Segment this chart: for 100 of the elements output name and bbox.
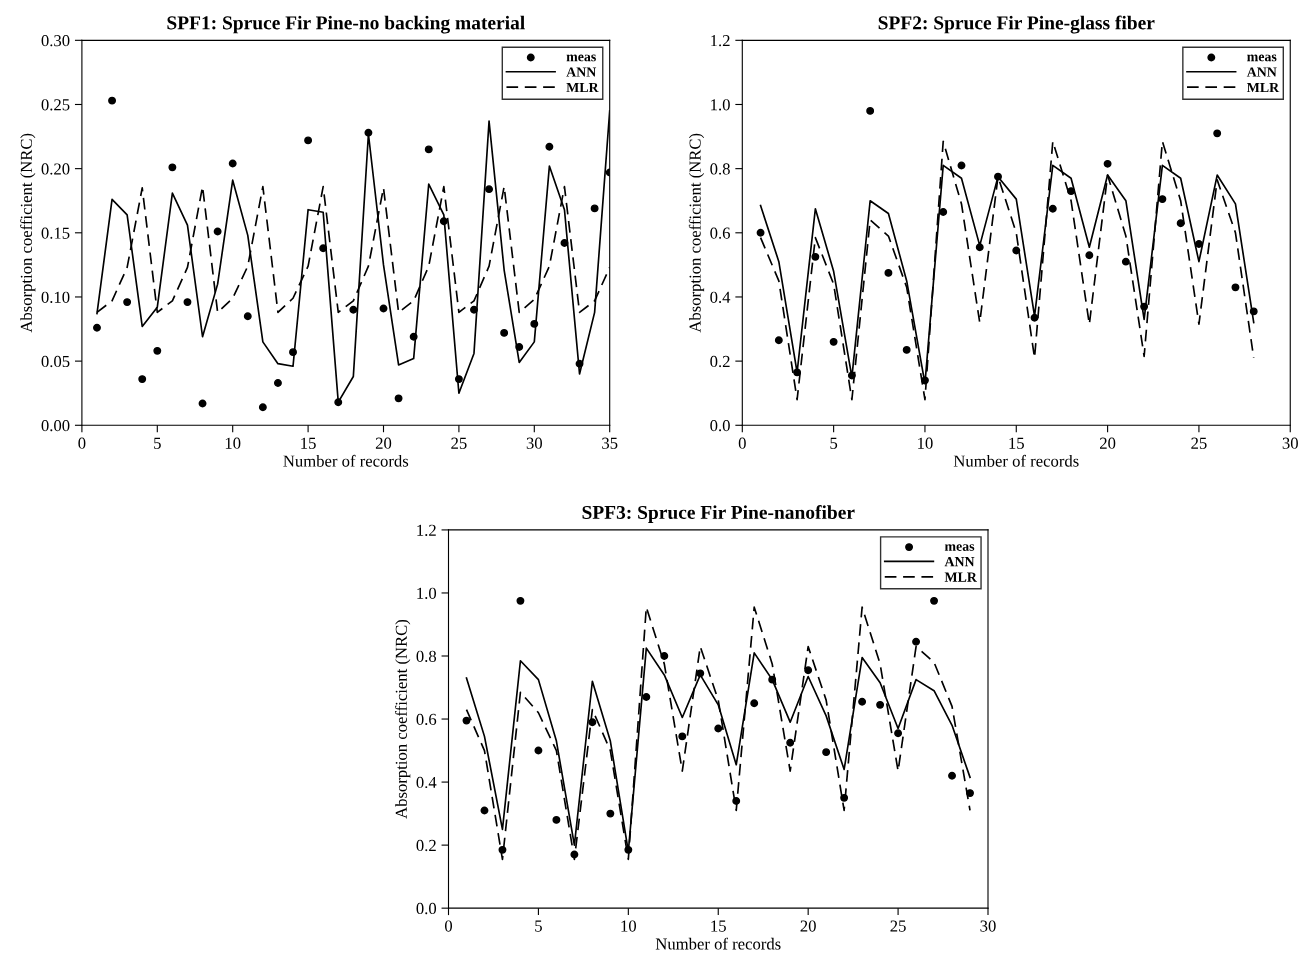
point <box>364 128 373 137</box>
x-tick-label: 5 <box>154 437 161 449</box>
point <box>394 394 403 403</box>
x-tick-label: 30 <box>980 920 996 932</box>
y-tick-label: 0.00 <box>41 419 70 432</box>
point <box>894 729 903 738</box>
y-tick-label: 0.4 <box>710 291 731 303</box>
point <box>822 748 831 757</box>
point <box>534 746 543 755</box>
x-tick-label: 10 <box>621 920 637 932</box>
y-tick-label: 1.2 <box>417 524 436 536</box>
x-tick-label: 0 <box>78 437 86 449</box>
y-tick-label: 0.30 <box>41 35 70 47</box>
point <box>920 376 929 385</box>
point <box>1249 307 1258 316</box>
chart-title: SPF2: Spruce Fir Pine-glass fiber <box>878 15 1155 34</box>
point <box>876 700 885 709</box>
point <box>811 252 820 261</box>
point <box>258 403 267 412</box>
point <box>454 375 463 384</box>
y-tick-label: 0.2 <box>416 839 436 852</box>
point <box>470 305 478 314</box>
legend-label: MLR <box>566 82 599 93</box>
y-tick-label: 0.0 <box>416 902 437 915</box>
legend-label: ANN <box>566 67 597 77</box>
point <box>902 345 911 354</box>
legend-label: meas <box>1247 54 1277 62</box>
point <box>858 697 867 706</box>
point <box>774 336 783 345</box>
point <box>957 161 966 170</box>
point <box>349 305 358 314</box>
x-tick-label: 30 <box>526 437 542 449</box>
point <box>678 732 687 741</box>
x-tick-label: 25 <box>890 920 906 932</box>
x-tick-label: 35 <box>602 437 618 449</box>
x-tick-label: 15 <box>711 920 726 932</box>
point <box>575 359 584 368</box>
legend-label: MLR <box>944 572 978 582</box>
point <box>1103 159 1112 168</box>
point <box>498 845 507 854</box>
point <box>570 850 579 859</box>
point <box>948 771 956 780</box>
point <box>93 323 101 332</box>
point <box>485 185 494 194</box>
point <box>930 596 939 605</box>
x-tick-label: 10 <box>918 437 933 449</box>
point <box>840 793 849 802</box>
y-tick-label: 0.0 <box>710 419 730 432</box>
y-tick-label: 0.8 <box>710 163 730 175</box>
point <box>213 227 222 236</box>
point <box>939 207 948 216</box>
point <box>590 204 599 213</box>
point <box>1140 302 1149 311</box>
point <box>289 348 297 357</box>
x-tick-label: 20 <box>800 920 816 932</box>
y-tick-label: 1.0 <box>711 99 730 111</box>
y-axis-title: Absorption coefficient (NRC) <box>20 133 36 333</box>
point <box>660 652 669 660</box>
legend-label: ANN <box>944 557 975 567</box>
point <box>642 693 651 701</box>
x-tick-label: 15 <box>301 437 316 449</box>
point <box>424 145 433 154</box>
point <box>108 96 117 105</box>
point <box>884 268 893 277</box>
point <box>696 669 705 678</box>
x-tick-label: 15 <box>1009 437 1024 449</box>
x-tick-label: 10 <box>225 437 241 449</box>
x-tick-label: 5 <box>535 920 542 932</box>
point <box>1194 240 1203 248</box>
point <box>829 337 838 346</box>
point <box>560 239 569 248</box>
point <box>530 319 539 328</box>
y-tick-label: 0.2 <box>710 355 730 368</box>
y-tick-label: 0.20 <box>41 163 70 175</box>
point <box>1176 219 1185 228</box>
point <box>480 806 489 815</box>
point <box>243 312 252 321</box>
x-tick-label: 0 <box>738 437 746 449</box>
x-tick-label: 30 <box>1282 437 1298 449</box>
point <box>123 298 132 307</box>
x-tick-label: 20 <box>1100 437 1116 449</box>
legend-label: ANN <box>1246 67 1277 77</box>
x-tick-label: 0 <box>444 920 453 932</box>
point <box>153 346 162 355</box>
x-axis-title: Number of records <box>953 454 1079 467</box>
y-tick-label: 0.25 <box>41 99 70 111</box>
point <box>750 699 759 708</box>
point <box>439 217 448 226</box>
point <box>500 328 509 337</box>
point <box>1030 313 1039 322</box>
y-tick-label: 0.15 <box>41 227 70 239</box>
point <box>516 596 525 605</box>
x-tick-label: 25 <box>451 437 467 449</box>
point <box>756 228 765 237</box>
chart-title: SPF1: Spruce Fir Pine-no backing material <box>167 15 525 34</box>
y-tick-label: 0.6 <box>710 227 730 239</box>
y-axis-title: Absorption coefficient (NRC) <box>395 619 411 819</box>
x-tick-label: 20 <box>375 437 392 449</box>
legend-label: meas <box>566 54 596 62</box>
point <box>409 332 418 341</box>
